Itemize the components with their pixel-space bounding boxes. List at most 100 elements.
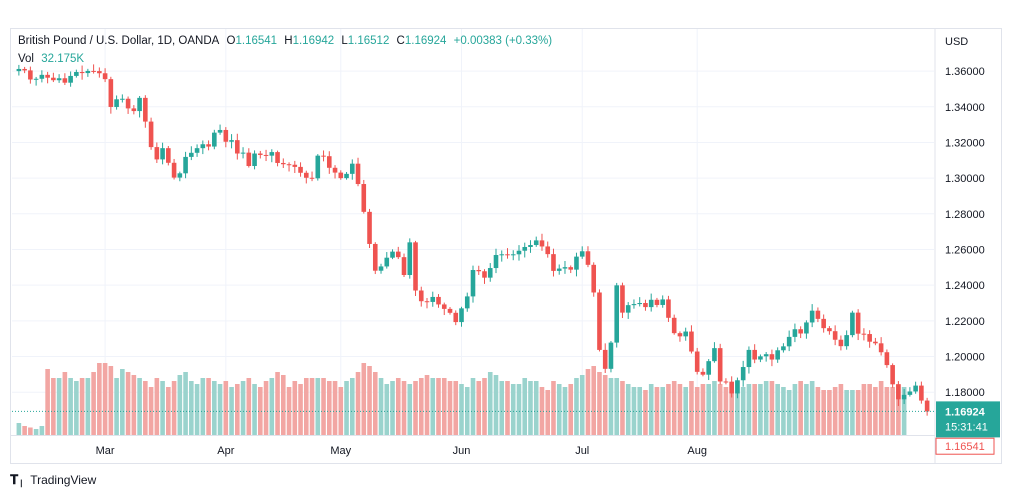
candle-body[interactable] [338, 172, 344, 179]
candle-body[interactable] [200, 144, 206, 149]
candle-body[interactable] [924, 400, 930, 412]
candle-body[interactable] [395, 251, 401, 258]
candle-body[interactable] [372, 243, 378, 271]
candle-body[interactable] [390, 251, 395, 258]
candle-body[interactable] [120, 98, 125, 100]
candle-body[interactable] [631, 304, 637, 306]
volume-label[interactable]: Vol [18, 53, 34, 65]
candle-body[interactable] [349, 163, 355, 174]
candle-body[interactable] [33, 78, 39, 80]
candle-body[interactable] [735, 380, 740, 394]
candle-body[interactable] [407, 242, 413, 275]
candle-body[interactable] [252, 153, 257, 167]
candle-body[interactable] [683, 331, 688, 337]
candle-body[interactable] [723, 381, 729, 383]
candle-body[interactable] [804, 322, 809, 334]
candle-body[interactable] [608, 342, 614, 369]
candle-body[interactable] [510, 254, 516, 256]
candle-body[interactable] [528, 245, 533, 247]
candle-body[interactable] [873, 341, 878, 344]
candle-body[interactable] [487, 268, 493, 278]
candle-body[interactable] [551, 254, 556, 271]
candle-body[interactable] [436, 296, 441, 305]
candle-body[interactable] [418, 290, 424, 302]
candle-body[interactable] [752, 349, 757, 360]
candle-body[interactable] [166, 148, 171, 163]
candle-body[interactable] [556, 268, 562, 271]
candle-body[interactable] [775, 350, 780, 360]
candle-body[interactable] [597, 292, 602, 350]
candle-body[interactable] [786, 336, 792, 347]
candle-body[interactable] [740, 367, 746, 381]
candle-body[interactable] [896, 384, 901, 400]
candle-body[interactable] [154, 147, 160, 160]
candle-body[interactable] [298, 166, 303, 173]
candle-body[interactable] [712, 348, 717, 362]
candle-body[interactable] [240, 152, 246, 154]
candle-body[interactable] [378, 266, 384, 271]
candle-body[interactable] [131, 108, 137, 112]
candle-body[interactable] [194, 148, 200, 153]
candle-body[interactable] [602, 349, 608, 369]
candle-body[interactable] [832, 331, 838, 340]
candle-body[interactable] [183, 156, 188, 174]
candle-body[interactable] [545, 246, 551, 255]
candle-body[interactable] [625, 305, 631, 313]
candle-body[interactable] [585, 251, 591, 265]
candle-body[interactable] [229, 140, 234, 142]
candle-body[interactable] [505, 254, 510, 256]
candle-body[interactable] [275, 152, 280, 163]
candle-body[interactable] [453, 312, 459, 323]
candle-body[interactable] [884, 352, 890, 366]
candle-body[interactable] [85, 70, 91, 74]
candle-body[interactable] [212, 132, 217, 147]
candle-body[interactable] [746, 349, 752, 368]
candle-body[interactable] [614, 285, 620, 343]
candle-body[interactable] [177, 173, 183, 178]
candle-body[interactable] [729, 381, 734, 394]
candle-body[interactable] [355, 163, 361, 185]
candle-body[interactable] [591, 264, 597, 293]
candle-body[interactable] [878, 343, 884, 353]
candle-body[interactable] [246, 152, 252, 167]
candle-body[interactable] [148, 121, 154, 148]
candle-body[interactable] [855, 312, 861, 334]
candle-body[interactable] [522, 246, 528, 251]
candle-body[interactable] [901, 394, 907, 400]
candle-body[interactable] [482, 271, 487, 278]
candle-body[interactable] [827, 328, 832, 332]
candle-body[interactable] [22, 68, 27, 71]
candle-body[interactable] [913, 385, 918, 392]
candle-body[interactable] [666, 299, 671, 318]
candle-body[interactable] [235, 140, 240, 154]
candle-body[interactable] [384, 257, 390, 267]
candle-body[interactable] [424, 301, 430, 303]
price-chart[interactable]: 1.36000 1.34000 1.32000 1.30000 1.28000 1.260… [11, 29, 1001, 463]
candle-body[interactable] [258, 153, 263, 155]
candle-body[interactable] [574, 256, 579, 270]
candle-body[interactable] [321, 155, 326, 157]
candle-body[interactable] [217, 129, 223, 133]
brand-name[interactable]: TradingView [30, 473, 97, 487]
candle-body[interactable] [476, 270, 482, 272]
candle-body[interactable] [798, 329, 803, 334]
candle-body[interactable] [689, 331, 694, 352]
candle-body[interactable] [648, 299, 654, 308]
candle-body[interactable] [907, 391, 913, 395]
candle-body[interactable] [838, 339, 844, 347]
candle-body[interactable] [108, 79, 114, 107]
candle-body[interactable] [447, 308, 453, 313]
candle-body[interactable] [68, 75, 73, 83]
candle-body[interactable] [286, 164, 292, 166]
candle-body[interactable] [677, 333, 683, 337]
candle-body[interactable] [303, 172, 309, 178]
candle-body[interactable] [694, 351, 700, 372]
candle-body[interactable] [263, 154, 269, 156]
candle-body[interactable] [717, 348, 723, 382]
candle-body[interactable] [539, 240, 545, 247]
candle-body[interactable] [413, 242, 418, 291]
candle-body[interactable] [643, 303, 648, 308]
candle-body[interactable] [844, 335, 849, 347]
candle-body[interactable] [867, 334, 872, 342]
candle-body[interactable] [223, 129, 229, 142]
